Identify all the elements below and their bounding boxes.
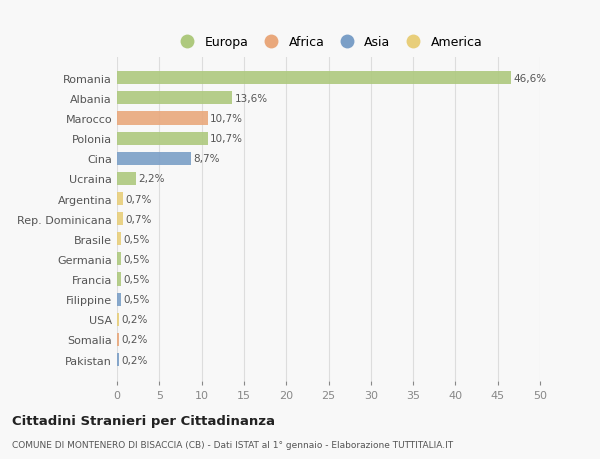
Text: Cittadini Stranieri per Cittadinanza: Cittadini Stranieri per Cittadinanza [12,414,275,428]
Bar [117,213,123,226]
Text: 2,2%: 2,2% [138,174,164,184]
Text: 46,6%: 46,6% [514,73,547,84]
Text: 10,7%: 10,7% [210,134,243,144]
Text: 10,7%: 10,7% [210,114,243,124]
Legend: Europa, Africa, Asia, America: Europa, Africa, Asia, America [170,31,487,54]
Text: 0,5%: 0,5% [124,274,150,285]
Bar [117,112,208,125]
Bar [117,152,191,165]
Bar [117,253,121,266]
Text: 0,5%: 0,5% [124,234,150,244]
Bar [117,132,208,146]
Text: 0,5%: 0,5% [124,295,150,304]
Bar [117,273,121,286]
Bar [117,92,232,105]
Bar [117,193,123,206]
Bar [117,293,121,306]
Text: COMUNE DI MONTENERO DI BISACCIA (CB) - Dati ISTAT al 1° gennaio - Elaborazione T: COMUNE DI MONTENERO DI BISACCIA (CB) - D… [12,441,453,449]
Bar [117,233,121,246]
Text: 13,6%: 13,6% [235,94,268,104]
Bar [117,173,136,185]
Bar [117,313,119,326]
Text: 0,7%: 0,7% [125,194,152,204]
Bar [117,72,511,85]
Text: 8,7%: 8,7% [193,154,220,164]
Text: 0,5%: 0,5% [124,254,150,264]
Text: 0,2%: 0,2% [121,335,148,345]
Text: 0,2%: 0,2% [121,355,148,365]
Bar [117,333,119,346]
Text: 0,7%: 0,7% [125,214,152,224]
Text: 0,2%: 0,2% [121,314,148,325]
Bar [117,353,119,366]
